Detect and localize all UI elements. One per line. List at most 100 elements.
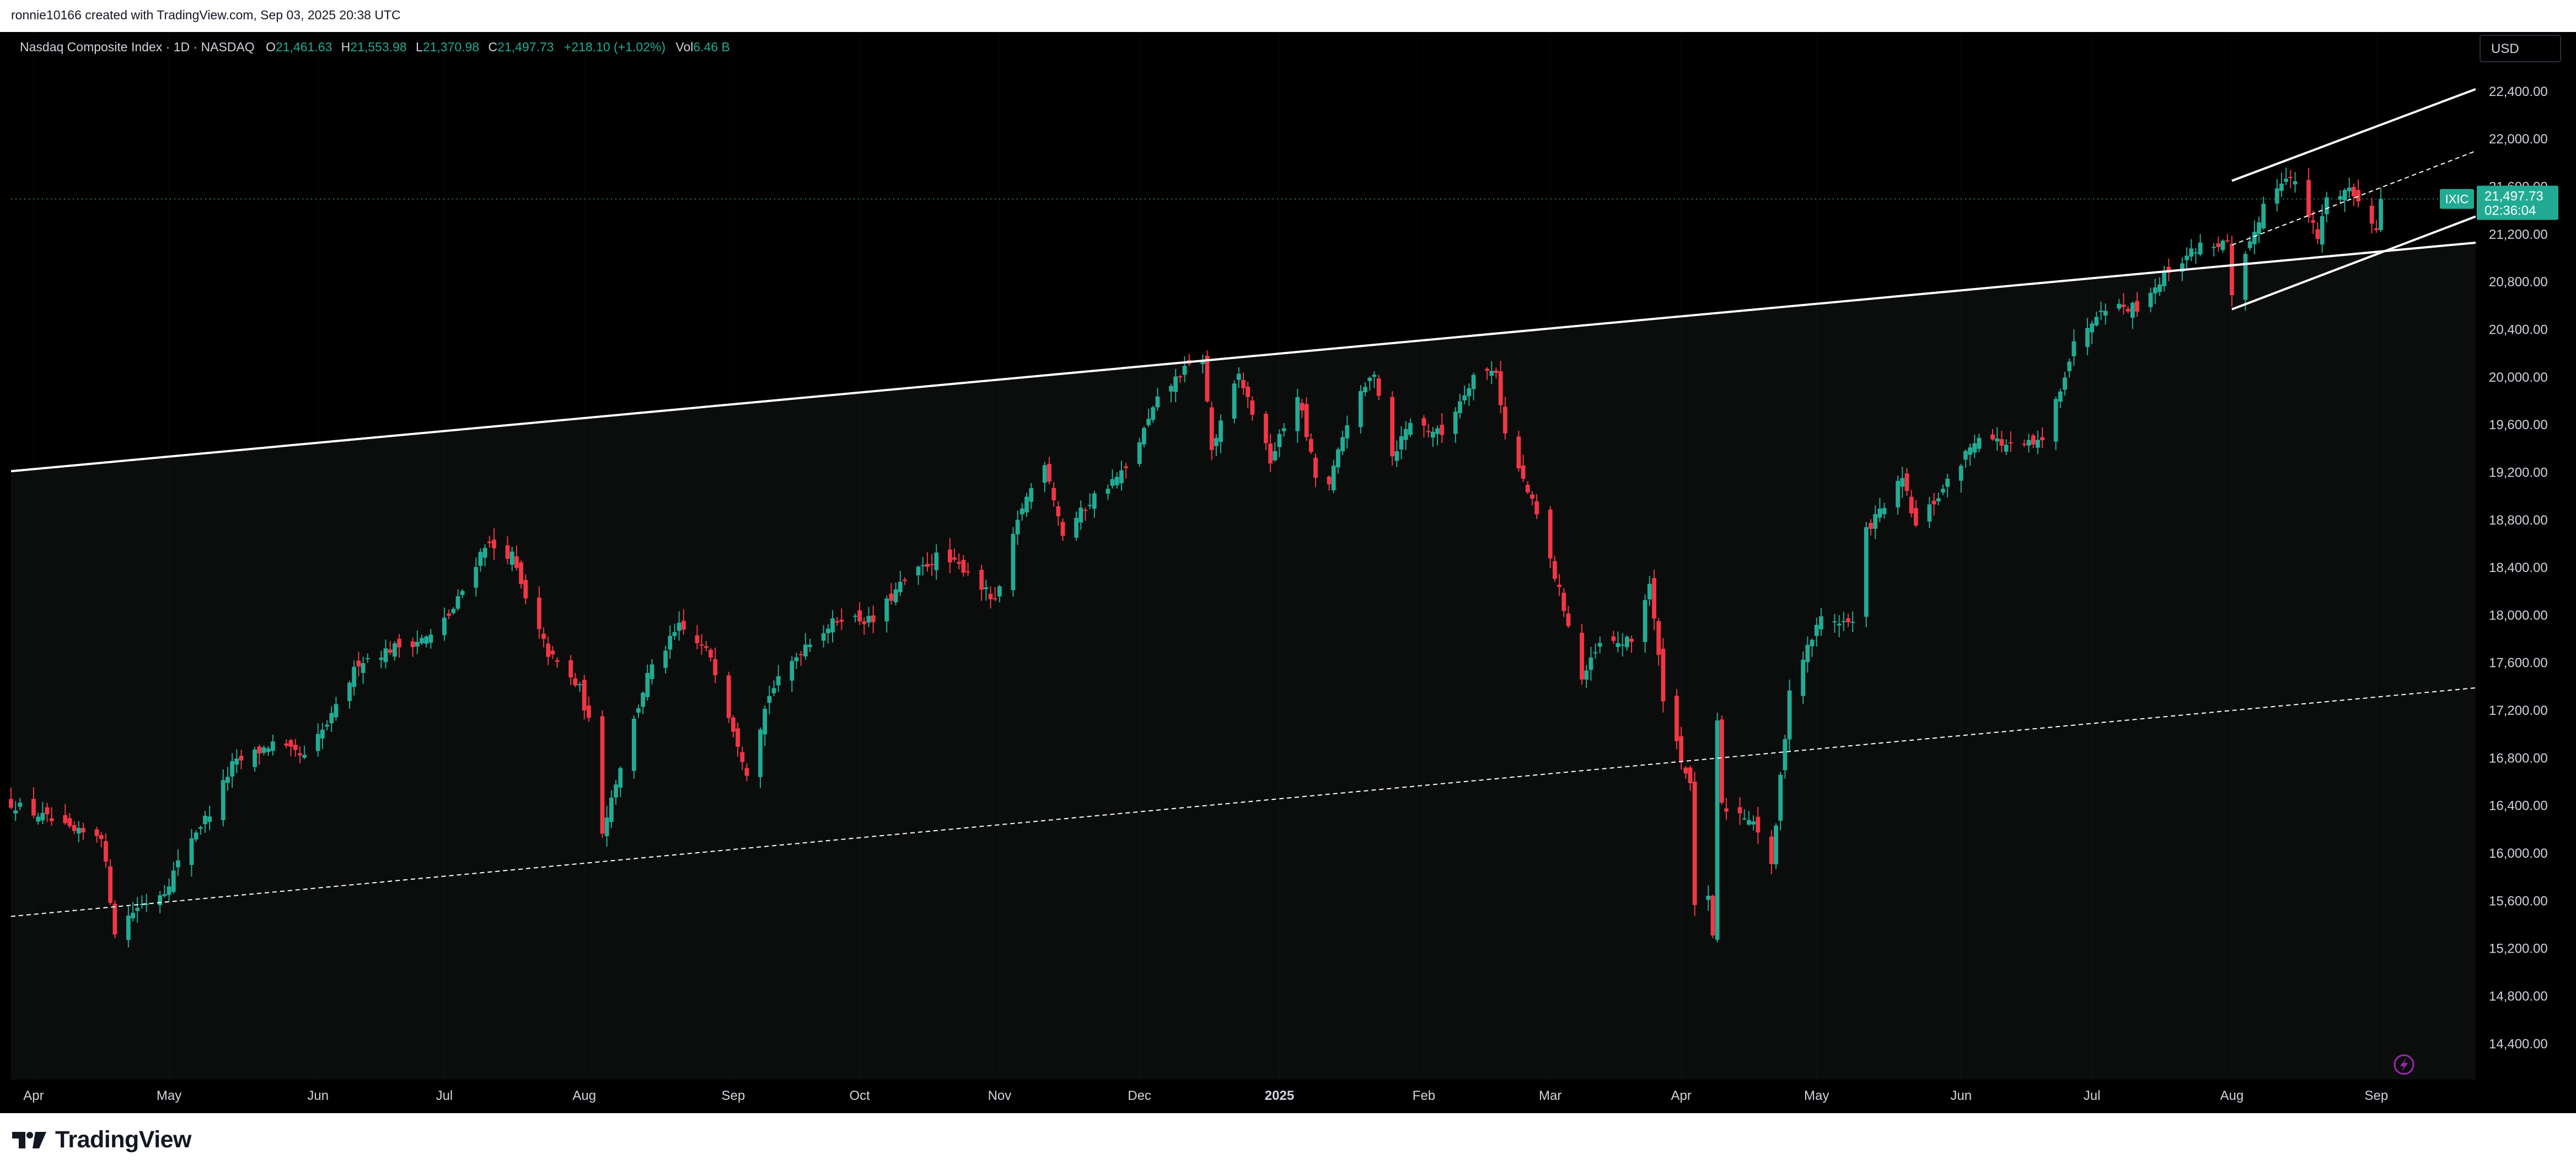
currency-button-frame[interactable] xyxy=(2480,35,2561,62)
candle-body xyxy=(1616,643,1620,647)
candle-body xyxy=(1214,438,1219,446)
candle-body xyxy=(1250,400,1255,415)
trendline-dashed[interactable] xyxy=(10,687,2476,917)
candle-body xyxy=(2130,303,2135,318)
candle-body xyxy=(776,676,781,686)
candle-body xyxy=(803,644,808,657)
trendlines[interactable] xyxy=(10,88,2476,917)
x-axis: Apr May Jun Jul Aug Sep Oct Nov Dec 2025 Feb Mar Apr… xyxy=(23,1088,2388,1103)
candle-body xyxy=(302,755,307,758)
candle-body xyxy=(704,646,709,648)
x-tick-label: Feb xyxy=(1413,1088,1435,1103)
candle-body xyxy=(1295,397,1300,431)
candle-body xyxy=(1864,527,1869,617)
time-scale[interactable] xyxy=(0,1079,2476,1113)
candle-body xyxy=(1078,507,1083,523)
candle-body xyxy=(288,740,293,747)
candle-body xyxy=(862,621,867,624)
candle-body xyxy=(1643,600,1647,642)
candle-body xyxy=(2063,377,2067,390)
x-tick-label: Nov xyxy=(988,1088,1012,1103)
candle-body xyxy=(550,650,555,655)
candlestick-series xyxy=(9,167,2383,948)
candle-body xyxy=(1308,439,1313,452)
candle-body xyxy=(2279,183,2284,191)
candle-body xyxy=(2053,399,2058,442)
symbol-tag-text: IXIC xyxy=(2445,193,2469,206)
candle-body xyxy=(1051,488,1056,500)
candle-body xyxy=(45,807,50,815)
trendline-solid[interactable] xyxy=(10,241,2476,473)
candle-body xyxy=(1647,584,1652,600)
x-tick-label: 2025 xyxy=(1265,1088,1294,1103)
candle-body xyxy=(523,580,528,598)
y-axis: 14,400.00 14,800.00 15,200.00 15,600.00 16,0… xyxy=(2489,84,2548,1051)
candle-body xyxy=(198,827,203,829)
candle-body xyxy=(2230,243,2234,296)
candle-body xyxy=(1498,371,1503,405)
candle-body xyxy=(1408,423,1413,435)
y-tick-label: 17,200.00 xyxy=(2489,703,2548,718)
candle-body xyxy=(2356,190,2361,202)
candle-body xyxy=(1783,739,1788,771)
candle-body xyxy=(952,557,957,560)
candle-body xyxy=(641,692,646,707)
candle-body xyxy=(2369,205,2374,224)
lightning-icon-ring xyxy=(2393,1054,2414,1075)
candle-body xyxy=(392,643,397,657)
candle-body xyxy=(1200,360,1205,365)
candle-body xyxy=(808,644,812,648)
footer xyxy=(0,1113,2576,1176)
candle-body xyxy=(1114,477,1119,485)
candle-body xyxy=(1548,509,1553,559)
candle-body xyxy=(1656,621,1661,655)
candle-body xyxy=(1489,371,1494,376)
candle-body xyxy=(112,904,117,935)
volume-value: 6.46 B xyxy=(693,40,730,54)
trendline-solid[interactable] xyxy=(2231,215,2476,311)
candle-body xyxy=(2252,232,2257,244)
candle-body xyxy=(1584,670,1589,680)
candle-body xyxy=(1313,457,1318,478)
trendline-solid[interactable] xyxy=(2231,88,2476,182)
tradingview-logo[interactable]: TradingView xyxy=(12,1126,192,1153)
candle-body xyxy=(1869,522,1873,529)
candle-body xyxy=(1688,767,1693,783)
candle-body xyxy=(18,803,23,807)
trendline-dashed[interactable] xyxy=(2231,150,2476,246)
candle-body xyxy=(1173,376,1178,392)
candle-body xyxy=(1268,443,1273,464)
candle-body xyxy=(1336,449,1340,468)
candle-body xyxy=(298,753,302,756)
candle-body xyxy=(916,566,921,576)
candle-body xyxy=(1837,623,1842,626)
currency-label[interactable]: USD xyxy=(2491,41,2519,56)
candle-body xyxy=(474,566,479,588)
candle-body xyxy=(1977,437,1982,449)
lightning-icon[interactable] xyxy=(2393,1054,2414,1075)
candle-body xyxy=(420,638,424,644)
candle-body xyxy=(63,815,68,824)
candle-body xyxy=(2158,284,2162,292)
candle-body xyxy=(1945,478,1950,487)
candle-body xyxy=(1142,427,1146,445)
candle-body xyxy=(1683,767,1688,774)
candle-body xyxy=(934,552,939,570)
candle-body xyxy=(1778,774,1783,821)
candle-body xyxy=(1819,616,1823,629)
candle-body xyxy=(1990,434,1995,440)
candle-body xyxy=(853,616,857,617)
candle-body xyxy=(2315,229,2320,239)
x-tick-label: Jul xyxy=(436,1088,453,1103)
candle-body xyxy=(1710,896,1715,936)
candle-body xyxy=(636,708,641,713)
candle-body xyxy=(1521,465,1526,479)
candle-body xyxy=(230,761,235,777)
candle-body xyxy=(1029,488,1034,502)
candle-body xyxy=(1566,613,1571,627)
candle-body xyxy=(1756,816,1761,833)
y-tick-label: 20,000.00 xyxy=(2489,370,2548,385)
currency-button[interactable]: USD xyxy=(2480,35,2561,62)
candle-body xyxy=(455,596,460,609)
